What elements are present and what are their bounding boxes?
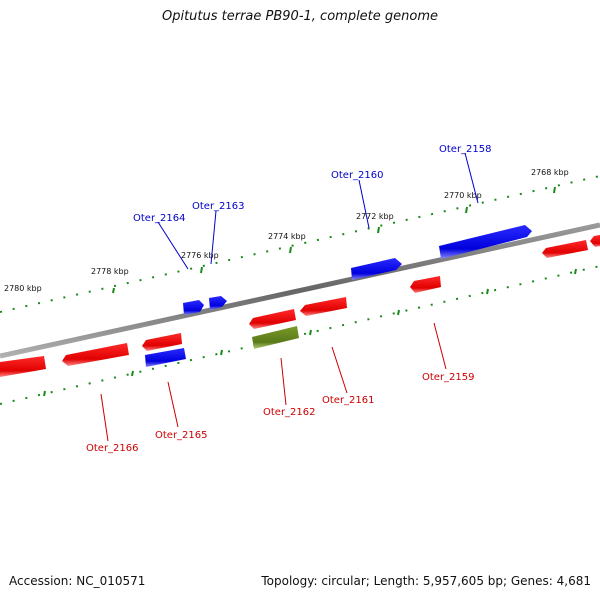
scale-label-2774: 2774 kbp <box>268 232 306 241</box>
gene-oter-2159-region[interactable] <box>410 276 441 293</box>
scale-label-2772: 2772 kbp <box>356 212 394 221</box>
scale-label-2770: 2770 kbp <box>444 191 482 200</box>
gene-oter-2160[interactable] <box>351 258 402 280</box>
gene-oter-2163[interactable] <box>209 296 227 310</box>
lower-tick-track <box>0 265 600 405</box>
label-oter-2162[interactable]: Oter_2162 <box>263 407 316 418</box>
scale-label-2778: 2778 kbp <box>91 267 129 276</box>
forward-genes <box>0 235 600 377</box>
map-title: Opitutus terrae PB90-1, complete genome <box>161 9 439 24</box>
label-oter-2159[interactable]: Oter_2159 <box>422 372 475 383</box>
label-oter-2161[interactable]: Oter_2161 <box>322 395 375 406</box>
gene-oter-2165[interactable] <box>145 348 186 367</box>
label-oter-2166[interactable]: Oter_2166 <box>86 443 139 454</box>
upper-label-connectors <box>157 152 479 270</box>
label-oter-2158[interactable]: Oter_2158 <box>439 144 492 155</box>
label-oter-2164[interactable]: Oter_2164 <box>133 213 186 224</box>
reverse-genes <box>145 225 532 367</box>
gene-near-2768[interactable] <box>542 240 588 258</box>
gene-oter-2158[interactable] <box>439 225 532 259</box>
label-oter-2163[interactable]: Oter_2163 <box>192 201 245 212</box>
gene-oter-2164[interactable] <box>183 300 204 315</box>
gene-oter-2161-region[interactable] <box>300 297 347 316</box>
scale-label-2776: 2776 kbp <box>181 251 219 260</box>
gene-oter-2166[interactable] <box>0 356 46 377</box>
gene-oter-2162-region[interactable] <box>249 309 296 329</box>
upper-gene-labels: Oter_2158 Oter_2160 Oter_2163 Oter_2164 <box>133 144 492 224</box>
gene-oter-2166b[interactable] <box>62 343 129 366</box>
gene-edge-right[interactable] <box>590 235 600 247</box>
lower-label-connectors <box>100 322 447 442</box>
upper-tick-track <box>0 175 600 313</box>
gene-oter-2162[interactable] <box>252 326 299 349</box>
scale-label-2768: 2768 kbp <box>531 168 569 177</box>
scale-label-2780: 2780 kbp <box>4 284 42 293</box>
accession-text: Accession: NC_010571 <box>9 574 146 588</box>
gene-oter-2165-region[interactable] <box>142 333 182 351</box>
genome-backbone <box>0 222 600 359</box>
label-oter-2160[interactable]: Oter_2160 <box>331 170 384 181</box>
lower-gene-labels: Oter_2159 Oter_2161 Oter_2162 Oter_2165 … <box>86 372 475 454</box>
genome-summary-text: Topology: circular; Length: 5,957,605 bp… <box>261 574 591 588</box>
label-oter-2165[interactable]: Oter_2165 <box>155 430 208 441</box>
